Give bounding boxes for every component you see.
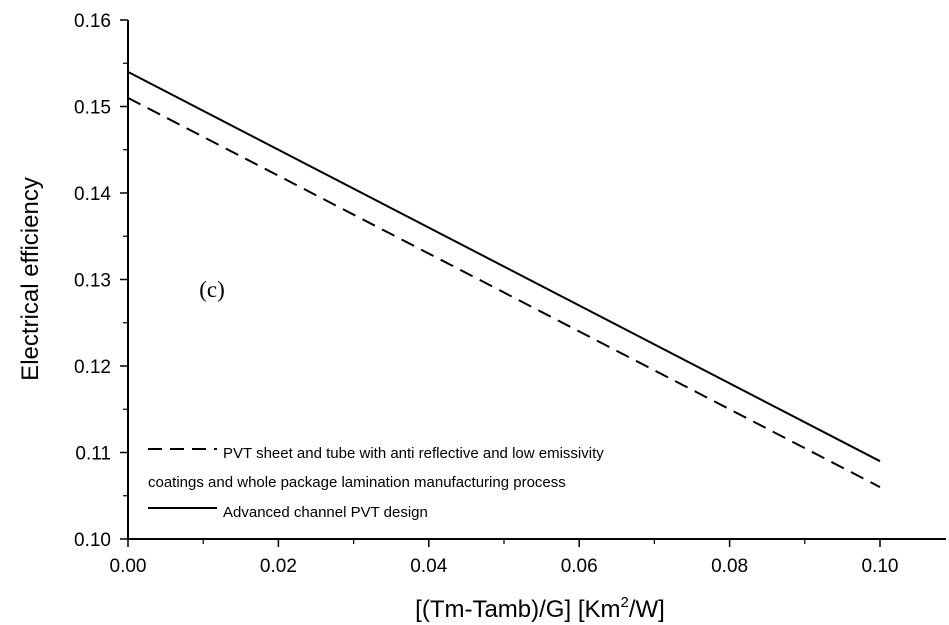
legend-label-series-1: PVT sheet and tube with anti reflective … <box>223 445 604 462</box>
y-tick-label: 0.15 <box>74 98 111 119</box>
y-tick-label: 0.13 <box>74 271 111 292</box>
x-axis-title-superscript: 2 <box>620 594 628 611</box>
x-tick-label: 0.08 <box>711 556 748 577</box>
y-tick-label: 0.10 <box>74 530 111 551</box>
annotation-label: (c) <box>199 277 225 302</box>
series-line-2 <box>127 71 881 463</box>
x-axis-title-main: [(Tm-Tamb)/G] [Km <box>415 596 620 623</box>
plot-layer <box>127 71 881 488</box>
ticks-layer: 0.00 0.02 0.04 0.06 0.08 0.10 0.10 0.11 0.12 0.13… <box>74 11 898 577</box>
y-tick-label: 0.14 <box>74 184 111 205</box>
series-line-1 <box>127 97 881 488</box>
x-axis-title: [(Tm-Tamb)/G] [Km2/W] <box>415 594 665 623</box>
x-tick-label: 0.00 <box>110 556 147 577</box>
x-axis-title-tail: /W] <box>629 596 665 623</box>
x-tick-label: 0.10 <box>862 556 899 577</box>
y-axis-title: Electrical efficiency <box>17 177 44 381</box>
legend: PVT sheet and tube with anti reflective … <box>148 445 604 521</box>
x-tick-label: 0.02 <box>260 556 297 577</box>
x-tick-label: 0.04 <box>410 556 447 577</box>
x-tick-label: 0.06 <box>561 556 598 577</box>
legend-label-series-2: Advanced channel PVT design <box>223 504 428 521</box>
y-tick-label: 0.11 <box>75 444 111 465</box>
y-tick-label: 0.16 <box>74 11 111 32</box>
legend-label-series-1-line2: coatings and whole package lamination ma… <box>148 474 566 491</box>
y-tick-label: 0.12 <box>74 357 111 378</box>
